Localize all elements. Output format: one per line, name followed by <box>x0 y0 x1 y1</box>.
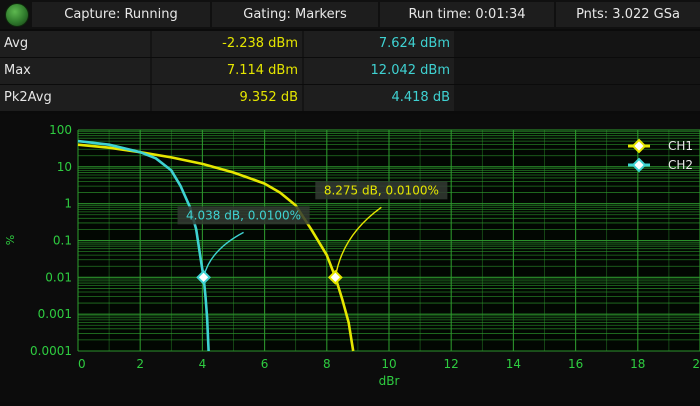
marker-label: 4.038 dB, 0.0100% <box>186 208 301 222</box>
x-axis-label: dBr <box>379 374 400 388</box>
ch1-value: 9.352 dB <box>152 85 302 111</box>
x-tick-label: 20 <box>692 357 700 371</box>
x-tick-label: 16 <box>568 357 583 371</box>
x-tick-label: 18 <box>630 357 645 371</box>
x-tick-label: 6 <box>261 357 269 371</box>
measurement-label: Max <box>0 58 150 84</box>
x-tick-label: 0 <box>78 357 86 371</box>
status-led-icon[interactable] <box>5 3 29 27</box>
tick-labels: 0 2 4 6 8 10 12 14 16 18 20 100 10 1 0.1 0.01 0.001 0.000… <box>30 123 700 371</box>
y-tick-label: 100 <box>49 123 72 137</box>
y-tick-label: 10 <box>57 160 72 174</box>
marker-annotations[interactable]: 8.275 dB, 0.0100% 4.038 dB, 0.0100% <box>177 181 448 285</box>
measurement-row-max: Max 7.114 dBm 12.042 dBm <box>0 58 700 84</box>
legend-label: CH1 <box>668 139 693 153</box>
ch1-value: -2.238 dBm <box>152 31 302 57</box>
marker-label: 8.275 dB, 0.0100% <box>324 183 439 197</box>
ch1-value: 7.114 dBm <box>152 58 302 84</box>
series-line-ch1 <box>77 143 355 352</box>
marker-callout-line <box>334 206 382 278</box>
grid-lines <box>77 129 700 352</box>
runtime-status: Run time: 0:01:34 <box>380 2 554 27</box>
ccdf-plot-area: 0 2 4 6 8 10 12 14 16 18 20 100 10 1 0.1 0.01 0.001 0.000… <box>0 114 700 402</box>
x-tick-label: 14 <box>506 357 521 371</box>
legend-diamond-icon <box>631 138 647 154</box>
marker-label-bg <box>315 181 448 200</box>
y-tick-label: 1 <box>64 197 72 211</box>
gating-status[interactable]: Gating: Markers <box>212 2 378 27</box>
measurement-row-pk2avg: Pk2Avg 9.352 dB 4.418 dB <box>0 85 700 111</box>
x-tick-label: 8 <box>323 357 331 371</box>
x-tick-label: 2 <box>136 357 144 371</box>
capture-status[interactable]: Capture: Running <box>32 2 210 27</box>
y-axis-label: % <box>4 235 17 245</box>
x-tick-label: 10 <box>381 357 396 371</box>
ch2-value: 7.624 dBm <box>304 31 454 57</box>
ch2-value: 12.042 dBm <box>304 58 454 84</box>
ccdf-chart[interactable]: 0 2 4 6 8 10 12 14 16 18 20 100 10 1 0.1 0.01 0.001 0.000… <box>0 114 700 402</box>
x-tick-label: 12 <box>444 357 459 371</box>
legend-label: CH2 <box>668 158 693 172</box>
legend-diamond-icon <box>631 157 647 173</box>
measurement-row-avg: Avg -2.238 dBm 7.624 dBm <box>0 31 700 57</box>
y-tick-label: 0.0001 <box>30 344 72 358</box>
ch2-value: 4.418 dB <box>304 85 454 111</box>
marker-diamond-ch1 <box>327 269 343 285</box>
measurement-label: Avg <box>0 31 150 57</box>
row-filler <box>456 85 700 111</box>
marker-label-bg <box>177 206 310 225</box>
points-status: Pnts: 3.022 GSa <box>556 2 700 27</box>
y-tick-label: 0.01 <box>45 270 72 284</box>
measurement-label: Pk2Avg <box>0 85 150 111</box>
row-filler <box>456 31 700 57</box>
y-tick-label: 0.001 <box>38 307 72 321</box>
status-bar: Capture: Running Gating: Markers Run tim… <box>0 0 700 29</box>
x-tick-label: 4 <box>199 357 207 371</box>
marker-diamond-ch2 <box>196 269 211 285</box>
row-filler <box>456 58 700 84</box>
y-tick-label: 0.1 <box>53 234 72 248</box>
